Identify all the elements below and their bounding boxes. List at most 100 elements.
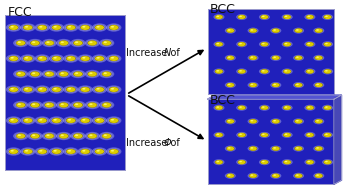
- Circle shape: [262, 70, 265, 72]
- Circle shape: [52, 87, 62, 92]
- Circle shape: [106, 147, 121, 156]
- Circle shape: [295, 83, 302, 87]
- Circle shape: [25, 150, 28, 152]
- Circle shape: [88, 40, 97, 46]
- Circle shape: [35, 85, 50, 94]
- Circle shape: [82, 26, 85, 28]
- Circle shape: [80, 56, 90, 61]
- Circle shape: [225, 82, 236, 88]
- Circle shape: [110, 87, 118, 92]
- Circle shape: [94, 24, 105, 31]
- Circle shape: [66, 149, 76, 154]
- Circle shape: [226, 28, 235, 33]
- Circle shape: [325, 161, 328, 162]
- Circle shape: [284, 15, 290, 19]
- Circle shape: [8, 117, 19, 124]
- Circle shape: [73, 133, 83, 139]
- Circle shape: [37, 149, 47, 154]
- Circle shape: [213, 14, 225, 20]
- Circle shape: [88, 41, 97, 46]
- Circle shape: [70, 70, 85, 78]
- Circle shape: [273, 174, 279, 177]
- Circle shape: [306, 105, 314, 110]
- Circle shape: [249, 83, 257, 87]
- Circle shape: [315, 146, 322, 151]
- Circle shape: [215, 15, 223, 19]
- Circle shape: [89, 72, 92, 74]
- Circle shape: [95, 149, 104, 154]
- Circle shape: [247, 55, 258, 61]
- Circle shape: [67, 118, 75, 123]
- Circle shape: [261, 15, 267, 19]
- Circle shape: [296, 29, 299, 31]
- Circle shape: [228, 147, 230, 149]
- Circle shape: [16, 71, 26, 77]
- Circle shape: [22, 148, 34, 155]
- Circle shape: [81, 56, 90, 61]
- Circle shape: [325, 133, 331, 137]
- Circle shape: [30, 103, 39, 108]
- Circle shape: [6, 147, 21, 156]
- Circle shape: [247, 173, 258, 179]
- Circle shape: [88, 72, 97, 77]
- Circle shape: [293, 82, 304, 88]
- Circle shape: [24, 149, 32, 154]
- Circle shape: [296, 84, 299, 85]
- Circle shape: [217, 43, 219, 44]
- Circle shape: [66, 25, 76, 30]
- Circle shape: [294, 28, 303, 33]
- Circle shape: [237, 15, 246, 19]
- Circle shape: [36, 86, 48, 93]
- Circle shape: [86, 102, 98, 108]
- Circle shape: [270, 173, 281, 179]
- Circle shape: [27, 101, 43, 109]
- Circle shape: [273, 57, 276, 58]
- Circle shape: [20, 116, 36, 125]
- Circle shape: [226, 56, 235, 60]
- Bar: [5, 15, 125, 170]
- Circle shape: [306, 133, 314, 137]
- Circle shape: [36, 55, 48, 62]
- Circle shape: [9, 149, 18, 154]
- Circle shape: [13, 70, 28, 78]
- Circle shape: [272, 119, 280, 124]
- Circle shape: [81, 87, 90, 92]
- Circle shape: [42, 39, 57, 47]
- Circle shape: [23, 118, 33, 123]
- Circle shape: [215, 42, 223, 46]
- Circle shape: [295, 147, 302, 150]
- Circle shape: [324, 42, 332, 46]
- Circle shape: [324, 15, 331, 19]
- Circle shape: [46, 134, 49, 136]
- Circle shape: [73, 134, 82, 139]
- Circle shape: [227, 174, 234, 178]
- Circle shape: [260, 15, 268, 19]
- Circle shape: [60, 134, 68, 138]
- Circle shape: [80, 148, 91, 155]
- Circle shape: [296, 57, 299, 58]
- Circle shape: [39, 26, 43, 28]
- Circle shape: [20, 23, 36, 32]
- Circle shape: [283, 106, 291, 110]
- Circle shape: [324, 15, 332, 19]
- Circle shape: [295, 56, 302, 60]
- Circle shape: [284, 106, 290, 109]
- Circle shape: [216, 70, 222, 73]
- Circle shape: [46, 103, 49, 105]
- Circle shape: [247, 28, 258, 34]
- Circle shape: [16, 72, 25, 77]
- Circle shape: [260, 133, 268, 137]
- Circle shape: [20, 54, 36, 63]
- Circle shape: [38, 25, 46, 30]
- Circle shape: [225, 118, 236, 124]
- Circle shape: [11, 57, 14, 59]
- Circle shape: [236, 159, 247, 165]
- Circle shape: [215, 15, 223, 19]
- Circle shape: [272, 119, 280, 123]
- Circle shape: [32, 134, 35, 136]
- Circle shape: [31, 41, 39, 45]
- Circle shape: [52, 87, 61, 92]
- Circle shape: [45, 72, 54, 76]
- Circle shape: [226, 83, 235, 87]
- Circle shape: [270, 118, 281, 124]
